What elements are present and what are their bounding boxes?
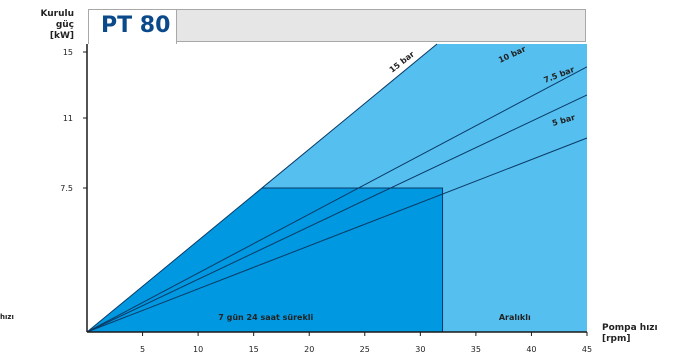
series-line-5-bar	[86, 137, 588, 333]
region-boundary	[262, 187, 444, 332]
region-continuous	[87, 188, 443, 332]
x-tick-label-10: 10	[193, 345, 203, 354]
y-tick-label-15: 15	[63, 48, 73, 57]
region-label-intermittent: Aralıklı	[499, 313, 531, 322]
y-axis-label-line-1: Kurulu güç	[40, 9, 74, 30]
x-tick-label-30: 30	[415, 345, 425, 354]
x-axis-label-line-1: Pompa hızı	[602, 323, 658, 333]
x-tick-label-25: 25	[360, 345, 370, 354]
y-tick-label-11: 11	[63, 114, 73, 123]
y-axis-label-line-2: [kW]	[49, 31, 74, 41]
y-tick-label-7.5: 7.5	[60, 184, 73, 193]
x-tick-label-5: 5	[140, 345, 145, 354]
title-tab	[88, 9, 177, 44]
x-axis-label: Pompa hızı [rpm]	[602, 323, 658, 345]
series-line-15-bar	[86, 43, 438, 333]
chart-title: PT 80	[101, 13, 171, 38]
region-label-continuous: 7 gün 24 saat sürekli	[218, 313, 313, 322]
x-tick-label-45: 45	[582, 345, 592, 354]
x-tick-label-20: 20	[304, 345, 314, 354]
stray-axis-fragment: hızı	[0, 313, 14, 321]
y-axis-label: Kurulu güç [kW]	[30, 9, 74, 42]
x-tick-label-35: 35	[471, 345, 481, 354]
x-tick-label-15: 15	[249, 345, 259, 354]
series-line-7-5-bar	[86, 94, 588, 333]
x-tick-label-40: 40	[526, 345, 536, 354]
series-line-10-bar	[86, 66, 588, 333]
x-axis-label-line-2: [rpm]	[602, 334, 631, 344]
